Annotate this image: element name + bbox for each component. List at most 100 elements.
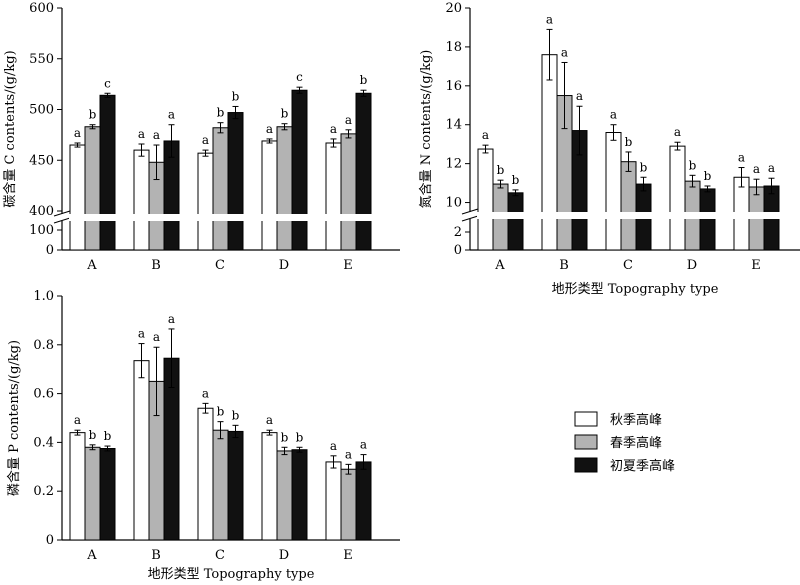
- y-tick-label: 10: [445, 196, 462, 211]
- significance-label: b: [232, 89, 240, 103]
- bar: [620, 161, 637, 251]
- bar-break-gap: [163, 214, 180, 221]
- bar: [227, 112, 244, 251]
- x-tick-label: C: [623, 258, 633, 273]
- x-tick-label: C: [215, 548, 225, 563]
- bar: [261, 432, 278, 541]
- x-tick-label: B: [151, 258, 161, 273]
- significance-label: c: [296, 70, 303, 84]
- bar-break-gap: [69, 214, 86, 221]
- significance-label: b: [232, 408, 240, 422]
- significance-label: a: [266, 122, 273, 136]
- bar: [340, 133, 357, 251]
- y-tick-label: 20: [445, 1, 462, 16]
- axis-break-mark: [53, 217, 71, 224]
- y-axis-label: 氮含量 N contents/(g/kg): [418, 50, 434, 209]
- bar-break-gap: [492, 212, 509, 219]
- significance-label: b: [281, 430, 289, 444]
- x-tick-label: E: [343, 258, 353, 273]
- bar: [212, 429, 229, 541]
- y-tick-label: 16: [445, 79, 462, 94]
- bar-break-gap: [227, 214, 244, 221]
- significance-label: b: [497, 163, 505, 177]
- significance-label: a: [610, 108, 617, 122]
- bar-break-gap: [620, 212, 637, 219]
- significance-label: b: [104, 429, 112, 443]
- bar: [276, 126, 293, 251]
- significance-label: a: [202, 386, 209, 400]
- bar: [355, 92, 372, 251]
- bar: [69, 432, 86, 541]
- bar-break-gap: [477, 212, 494, 219]
- bar: [261, 140, 278, 251]
- significance-label: a: [74, 126, 81, 140]
- significance-label: c: [104, 76, 111, 90]
- significance-label: a: [482, 128, 489, 142]
- significance-label: a: [138, 327, 145, 341]
- bar: [325, 461, 342, 541]
- y-tick-label: 18: [445, 40, 462, 55]
- x-tick-label: D: [279, 548, 289, 563]
- significance-label: a: [266, 413, 273, 427]
- axis-break-mark: [461, 215, 479, 222]
- y-tick-label: 2: [454, 225, 462, 240]
- bar: [197, 407, 214, 541]
- y-tick-label: 400: [29, 204, 54, 219]
- legend-swatch: [574, 434, 598, 450]
- significance-label: a: [576, 89, 583, 103]
- bar-break-gap: [556, 212, 573, 219]
- legend-label: 秋季高峰: [610, 412, 662, 428]
- significance-label: a: [753, 162, 760, 176]
- bar-break-gap: [635, 212, 652, 219]
- significance-label: b: [689, 158, 697, 172]
- bar-break-gap: [605, 212, 622, 219]
- bar-break-gap: [325, 214, 342, 221]
- legend-label: 初夏季高峰: [610, 458, 675, 474]
- bar: [355, 461, 372, 541]
- bar: [84, 446, 101, 541]
- y-tick-label: 0.8: [33, 338, 54, 353]
- bar-break-gap: [291, 214, 308, 221]
- y-tick-label: 14: [445, 118, 462, 133]
- y-tick-label: 12: [445, 157, 462, 172]
- bar: [605, 132, 622, 251]
- significance-label: a: [202, 133, 209, 147]
- significance-label: a: [768, 161, 775, 175]
- x-tick-label: E: [751, 258, 761, 273]
- bar: [99, 448, 116, 541]
- y-tick-label: 500: [29, 103, 54, 118]
- bar: [212, 127, 229, 251]
- bar: [699, 188, 716, 251]
- bar: [325, 142, 342, 251]
- bar-break-gap: [276, 214, 293, 221]
- significance-label: a: [561, 45, 568, 59]
- y-tick-label: 550: [29, 52, 54, 67]
- x-tick-label: D: [279, 258, 289, 273]
- bar: [291, 89, 308, 251]
- y-tick-label: 0.2: [33, 484, 54, 499]
- significance-label: a: [345, 113, 352, 127]
- significance-label: b: [360, 73, 368, 87]
- significance-label: a: [674, 125, 681, 139]
- legend-swatch: [574, 457, 598, 473]
- y-tick-label: 0: [46, 533, 54, 548]
- bar-break-gap: [212, 214, 229, 221]
- bar: [291, 449, 308, 541]
- y-axis-label: 碳含量 C contents/(g/kg): [2, 50, 18, 207]
- significance-label: a: [546, 12, 553, 26]
- significance-label: b: [89, 108, 97, 122]
- x-tick-label: B: [559, 258, 569, 273]
- significance-label: a: [330, 122, 337, 136]
- y-tick-label: 0.4: [33, 435, 54, 450]
- y-tick-label: 600: [29, 1, 54, 16]
- axis-break-mark: [53, 210, 71, 217]
- y-tick-label: 100: [29, 223, 54, 238]
- bar: [477, 148, 494, 251]
- y-tick-label: 0: [46, 243, 54, 258]
- bar-break-gap: [99, 214, 116, 221]
- x-tick-label: B: [151, 548, 161, 563]
